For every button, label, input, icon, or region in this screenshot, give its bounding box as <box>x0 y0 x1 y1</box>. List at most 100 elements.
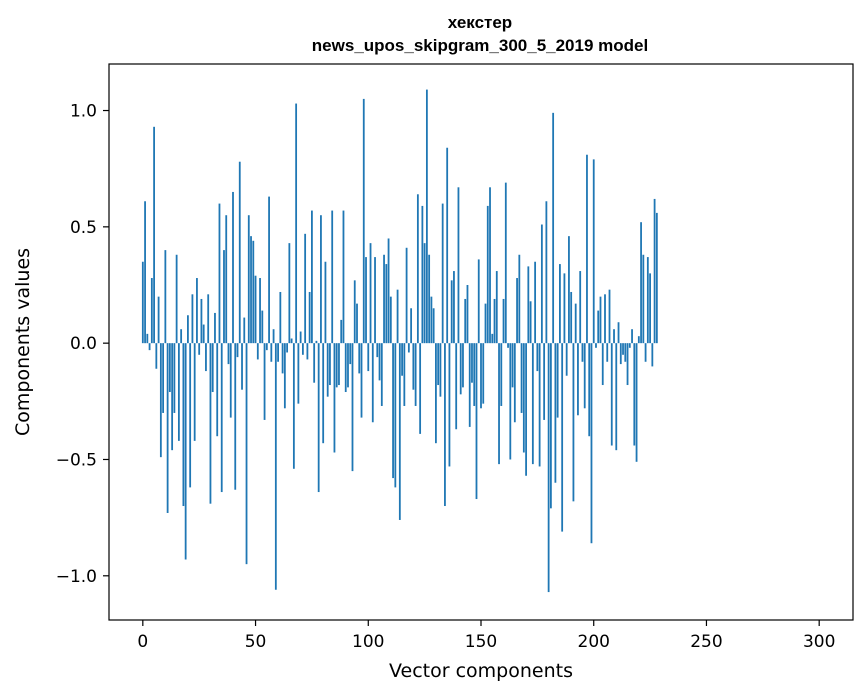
bar-198 <box>588 343 591 437</box>
bar-59 <box>274 343 277 590</box>
bar-125 <box>423 243 426 344</box>
x-axis-ticks: 0 50 100 150 200 250 300 <box>137 620 835 652</box>
bar-186 <box>561 343 564 532</box>
bar-30 <box>209 343 212 504</box>
bar-46 <box>245 343 248 565</box>
bar-111 <box>392 343 394 479</box>
y-tick-label-4: 1.0 <box>70 102 97 122</box>
bar-161 <box>504 182 507 344</box>
bar-103 <box>374 257 376 344</box>
bar-113 <box>396 289 399 344</box>
bar-78 <box>317 343 320 493</box>
bar-112 <box>394 343 397 488</box>
bar-185 <box>559 264 561 344</box>
bar-51 <box>256 343 259 360</box>
bar-116 <box>403 343 406 406</box>
bar-13 <box>171 343 174 451</box>
bar-119 <box>410 308 413 344</box>
bar-94 <box>353 280 356 344</box>
bar-178 <box>543 343 546 420</box>
bar-54 <box>263 343 266 420</box>
bar-45 <box>243 317 246 344</box>
y-tick-label-3: 0.5 <box>70 218 97 238</box>
bar-98 <box>362 98 365 344</box>
bar-227 <box>653 198 656 344</box>
bar-68 <box>295 103 298 344</box>
bar-31 <box>211 343 214 393</box>
bar-184 <box>556 343 559 418</box>
bar-192 <box>574 303 577 344</box>
bar-16 <box>177 343 180 441</box>
x-axis-label: Vector components <box>389 660 573 682</box>
bar-179 <box>545 201 548 344</box>
bar-50 <box>254 275 257 344</box>
bar-107 <box>383 254 385 344</box>
bar-223 <box>644 343 647 362</box>
bar-70 <box>299 331 302 344</box>
bar-191 <box>572 343 575 502</box>
bar-190 <box>570 291 573 344</box>
bar-193 <box>577 343 579 416</box>
bar-163 <box>509 343 512 460</box>
bar-1 <box>144 201 146 344</box>
bar-216 <box>628 343 631 348</box>
bar-173 <box>531 343 534 465</box>
bar-209 <box>613 329 615 344</box>
bar-97 <box>360 343 363 418</box>
bar-82 <box>326 343 329 397</box>
bar-105 <box>378 343 381 381</box>
bar-217 <box>631 329 633 344</box>
bar-14 <box>173 343 176 413</box>
bar-0 <box>141 261 144 344</box>
bar-208 <box>610 343 613 446</box>
bar-75 <box>311 210 313 344</box>
bar-164 <box>511 343 514 388</box>
bar-176 <box>538 343 541 467</box>
bar-12 <box>168 343 171 393</box>
bar-147 <box>473 343 476 406</box>
bar-169 <box>522 343 525 453</box>
bar-180 <box>547 343 550 593</box>
bar-218 <box>633 343 636 446</box>
bar-96 <box>358 343 361 374</box>
bar-38 <box>227 343 230 365</box>
bar-33 <box>216 343 219 437</box>
bar-71 <box>301 343 304 355</box>
bar-203 <box>599 296 602 344</box>
x-tick-label-0: 0 <box>137 632 148 652</box>
bar-86 <box>335 343 338 388</box>
bar-204 <box>601 343 604 386</box>
bar-73 <box>306 343 309 360</box>
bar-17 <box>180 329 183 344</box>
bar-130 <box>435 343 437 444</box>
bar-122 <box>416 194 419 344</box>
bar-158 <box>498 343 500 465</box>
bar-110 <box>389 296 392 344</box>
bar-91 <box>347 343 349 388</box>
bar-211 <box>617 322 620 344</box>
bar-65 <box>288 243 291 344</box>
bar-18 <box>182 343 185 507</box>
bar-140 <box>457 187 460 344</box>
bar-67 <box>292 343 295 469</box>
bar-201 <box>595 343 597 348</box>
bar-series <box>141 89 658 593</box>
bar-139 <box>455 343 458 430</box>
bar-8 <box>159 343 162 458</box>
bar-115 <box>401 343 403 376</box>
bar-56 <box>268 196 270 344</box>
bar-143 <box>464 298 467 344</box>
bar-148 <box>475 343 478 500</box>
bar-150 <box>480 343 482 409</box>
bar-92 <box>349 343 352 365</box>
y-tick-label-1: −0.5 <box>56 450 97 470</box>
bar-202 <box>597 310 600 344</box>
bar-214 <box>624 343 627 362</box>
bar-41 <box>234 343 237 490</box>
bar-81 <box>324 261 327 344</box>
bar-219 <box>635 343 638 462</box>
bar-144 <box>466 285 469 344</box>
bar-170 <box>525 343 527 476</box>
bar-171 <box>527 266 530 344</box>
bar-35 <box>220 343 223 493</box>
